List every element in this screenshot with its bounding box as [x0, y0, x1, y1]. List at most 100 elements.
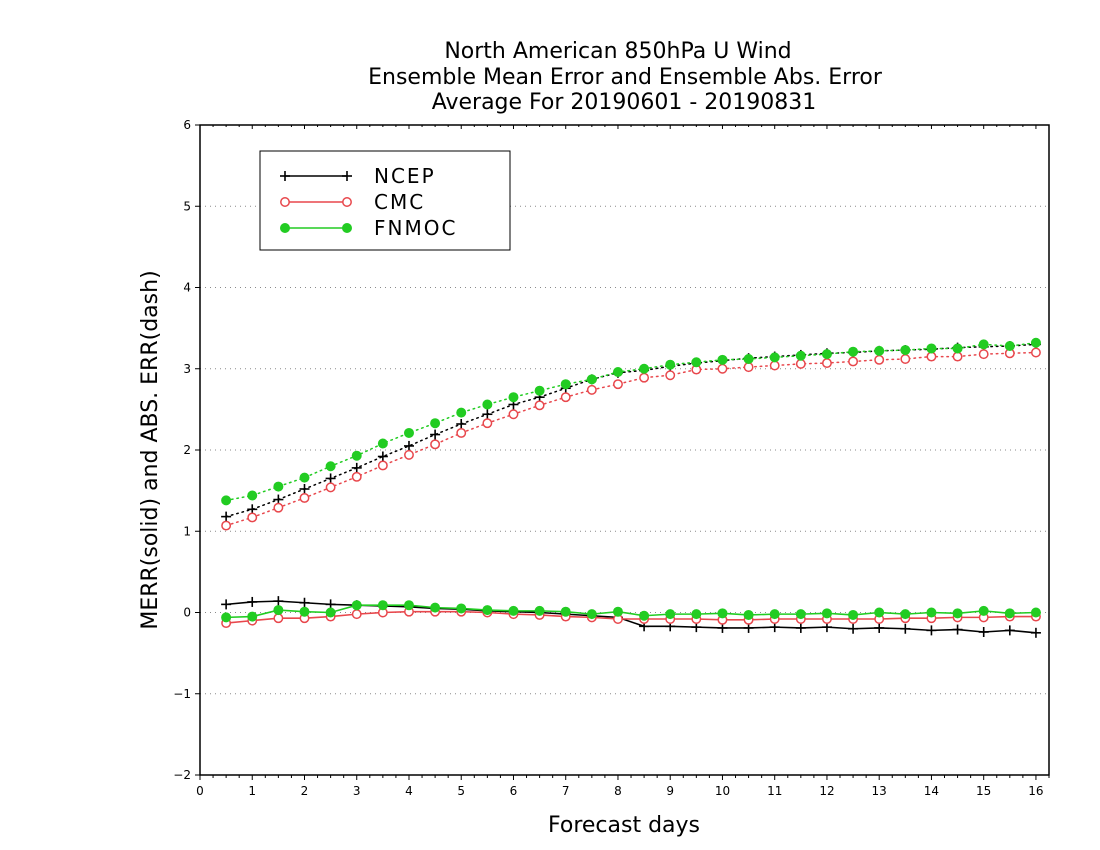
y-axis-label: MERR(solid) and ABS. ERR(dash) — [138, 270, 163, 629]
data-point — [795, 622, 806, 633]
data-point — [377, 438, 388, 449]
data-point — [926, 343, 937, 354]
data-point — [273, 481, 284, 492]
data-point — [377, 451, 388, 462]
data-point — [560, 392, 571, 403]
data-point — [482, 418, 493, 429]
data-point — [639, 610, 650, 621]
data-point — [430, 429, 441, 440]
data-point — [717, 363, 728, 374]
y-tick-label: 4 — [183, 281, 191, 295]
data-point — [273, 613, 284, 624]
x-tick-label: 3 — [353, 784, 361, 798]
x-tick-label: 0 — [196, 784, 204, 798]
data-point — [769, 360, 780, 371]
x-tick-label: 8 — [614, 784, 622, 798]
series-line-ncep-abs-err — [225, 343, 1037, 518]
data-point — [874, 354, 885, 365]
title-line-2: Ensemble Mean Error and Ensemble Abs. Er… — [368, 65, 883, 90]
data-point — [1004, 608, 1015, 619]
data-point — [874, 622, 885, 633]
data-point — [482, 605, 493, 616]
data-point — [1004, 341, 1015, 351]
data-point — [221, 495, 232, 506]
legend-label: NCEP — [374, 164, 436, 188]
data-point — [351, 600, 362, 611]
data-point — [717, 354, 728, 365]
data-point — [247, 611, 258, 622]
data-point — [978, 339, 989, 350]
data-point — [691, 357, 702, 368]
x-tick-label: 13 — [872, 784, 887, 798]
data-point — [769, 352, 780, 363]
data-point — [1030, 627, 1041, 638]
data-point — [926, 607, 937, 618]
data-point — [613, 379, 623, 390]
y-tick-label: 5 — [183, 199, 191, 213]
data-point — [926, 625, 937, 636]
data-point — [403, 427, 414, 438]
series-line-ncep-merr — [226, 600, 1037, 634]
data-point — [325, 607, 336, 618]
data-point — [795, 609, 806, 620]
data-point — [1030, 337, 1041, 348]
data-point — [273, 605, 284, 616]
data-point — [743, 362, 754, 373]
y-tick-label: 2 — [183, 443, 191, 457]
y-tick-label: 3 — [183, 362, 191, 376]
title-line-1: North American 850hPa U Wind — [444, 39, 791, 64]
data-point — [822, 358, 832, 369]
series-layer — [221, 337, 1041, 638]
data-point — [377, 600, 388, 611]
data-point — [821, 349, 832, 360]
title-line-3: Average For 20190601 - 20190831 — [432, 90, 817, 115]
data-point — [978, 605, 989, 616]
data-point — [848, 346, 859, 357]
data-point — [795, 358, 806, 369]
data-point — [508, 392, 519, 403]
data-point — [952, 343, 963, 354]
data-point — [221, 511, 232, 522]
x-tick-label: 15 — [976, 784, 991, 798]
data-point — [351, 471, 362, 482]
data-point — [247, 490, 258, 501]
data-point — [743, 354, 754, 364]
data-point — [482, 409, 493, 420]
data-point — [560, 606, 571, 617]
legend-item-fnmoc: FNMOC — [280, 216, 455, 240]
data-point — [952, 351, 963, 362]
x-tick-label: 11 — [767, 784, 782, 798]
y-tick-label: 0 — [183, 606, 191, 620]
data-point — [717, 608, 728, 619]
data-point — [612, 367, 623, 377]
x-tick-label: 6 — [510, 784, 518, 798]
data-point — [586, 609, 597, 620]
x-tick-label: 1 — [248, 784, 256, 798]
data-point — [926, 351, 937, 362]
data-point — [1004, 625, 1015, 636]
series-line-cmc-abs-err — [225, 351, 1037, 527]
data-point — [665, 370, 676, 381]
data-point — [900, 345, 911, 356]
data-point — [769, 609, 780, 620]
data-point — [430, 439, 441, 450]
data-point — [299, 597, 310, 608]
data-point — [221, 612, 232, 623]
data-point — [952, 608, 963, 619]
data-point — [482, 399, 493, 410]
data-point — [900, 354, 911, 364]
legend-item-ncep: NCEP — [280, 164, 436, 188]
x-axis-label: Forecast days — [548, 813, 700, 838]
data-point — [952, 624, 963, 635]
x-tick-label: 14 — [924, 784, 939, 798]
data-point — [280, 171, 290, 181]
data-point — [821, 608, 832, 619]
data-point — [430, 602, 441, 613]
data-point — [325, 482, 336, 493]
data-point — [325, 461, 336, 472]
data-point — [221, 599, 232, 610]
data-point — [403, 440, 414, 451]
data-point — [280, 223, 290, 233]
data-point — [848, 623, 859, 634]
